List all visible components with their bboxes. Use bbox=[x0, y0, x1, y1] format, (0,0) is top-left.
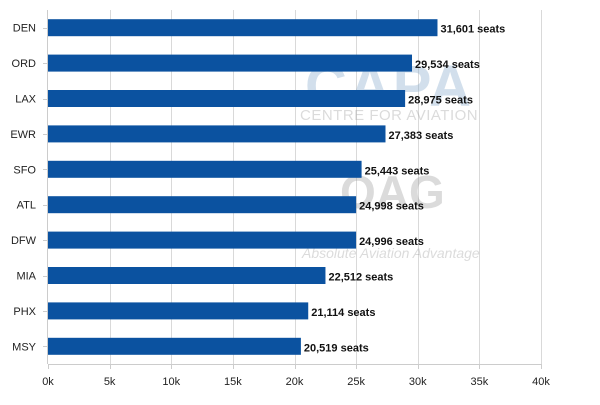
bar bbox=[48, 54, 413, 72]
data-label: 28,975 seats bbox=[408, 95, 473, 107]
category-label: MIA bbox=[16, 271, 36, 283]
x-tick-label: 35k bbox=[471, 376, 489, 388]
data-label: 25,443 seats bbox=[365, 165, 430, 177]
data-label: 22,512 seats bbox=[328, 272, 393, 284]
category-label: EWR bbox=[10, 129, 36, 141]
bar bbox=[48, 90, 406, 107]
bar bbox=[48, 125, 386, 143]
data-label: 27,383 seats bbox=[388, 130, 453, 142]
data-label: 20,519 seats bbox=[304, 342, 369, 354]
bar bbox=[48, 337, 301, 355]
category-label: DEN bbox=[13, 23, 36, 35]
svg-text:CENTRE FOR AVIATION: CENTRE FOR AVIATION bbox=[300, 107, 478, 124]
data-label: 29,534 seats bbox=[415, 59, 480, 71]
category-label: LAX bbox=[15, 94, 36, 106]
svg-text:Absolute Aviation Advantage: Absolute Aviation Advantage bbox=[301, 245, 480, 261]
category-label: PHX bbox=[13, 306, 36, 318]
x-tick-label: 10k bbox=[162, 376, 180, 388]
x-tick-label: 5k bbox=[104, 376, 116, 388]
x-tick-label: 0k bbox=[42, 376, 54, 388]
data-label: 24,996 seats bbox=[359, 236, 424, 248]
data-label: 24,998 seats bbox=[359, 201, 424, 213]
watermarks: CAPA CENTRE FOR AVIATION OAG Absolute Av… bbox=[300, 54, 480, 261]
bar bbox=[48, 302, 309, 320]
category-label: ORD bbox=[12, 58, 37, 70]
data-label: 31,601 seats bbox=[440, 24, 505, 36]
data-label: 21,114 seats bbox=[311, 307, 375, 319]
category-label: DFW bbox=[11, 235, 37, 247]
category-label: SFO bbox=[13, 164, 36, 176]
x-tick-label: 15k bbox=[224, 376, 242, 388]
category-label: ATL bbox=[17, 200, 36, 212]
bar bbox=[48, 160, 362, 178]
bar bbox=[48, 196, 357, 214]
x-tick-label: 40k bbox=[532, 376, 550, 388]
bar bbox=[48, 19, 438, 37]
bar bbox=[48, 267, 326, 284]
x-tick-label: 30k bbox=[409, 376, 427, 388]
category-label: MSY bbox=[12, 341, 37, 353]
x-tick-label: 20k bbox=[286, 376, 304, 388]
x-tick-label: 25k bbox=[347, 376, 365, 388]
bar bbox=[48, 231, 357, 249]
